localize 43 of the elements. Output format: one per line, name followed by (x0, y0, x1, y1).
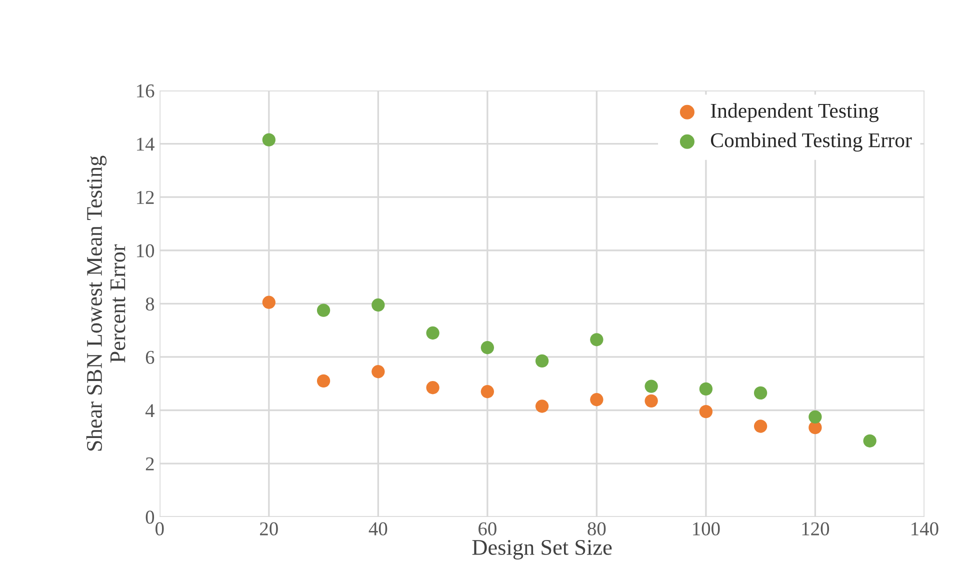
y-tick-label: 6 (146, 350, 154, 364)
x-axis-title: Design Set Size (472, 540, 612, 560)
y-tick-label: 0 (146, 510, 154, 524)
y-axis-title: Shear SBN Lowest Mean Testing Percent Error (86, 156, 126, 451)
point (590, 333, 604, 346)
point (754, 386, 768, 400)
point (316, 304, 330, 317)
point (644, 394, 658, 408)
point (699, 405, 713, 418)
y-tick-label: 16 (137, 84, 154, 98)
point (480, 341, 494, 354)
point (535, 354, 549, 368)
point (426, 381, 440, 394)
x-tick-label: 120 (802, 522, 830, 536)
x-tick-label: 60 (478, 522, 496, 536)
x-tick-label: 100 (693, 522, 720, 536)
point (699, 382, 713, 396)
point (535, 400, 549, 413)
x-tick-label: 40 (368, 522, 388, 536)
point (316, 374, 330, 388)
x-tick-label: 80 (588, 522, 606, 536)
point (808, 410, 822, 424)
y-tick-label: 12 (137, 190, 154, 204)
y-tick-label: 14 (137, 138, 154, 151)
point (372, 298, 385, 312)
y-tick-label: 10 (137, 244, 154, 258)
point (590, 393, 604, 406)
x-tick-label: 140 (912, 522, 938, 536)
x-tick-label: 0 (156, 522, 164, 536)
point (262, 133, 276, 146)
point (644, 380, 658, 393)
point (262, 296, 276, 309)
point (863, 434, 876, 448)
point (426, 326, 440, 340)
legend-label: Combined Testing Error (710, 132, 912, 152)
legend-label: Independent Testing (710, 103, 879, 122)
point (754, 420, 768, 433)
point (372, 365, 385, 378)
x-tick-label: 20 (260, 522, 278, 536)
y-tick-label: 4 (145, 404, 154, 418)
y-tick-label: 2 (146, 457, 154, 470)
point (480, 385, 494, 398)
y-tick-label: 8 (146, 297, 154, 311)
